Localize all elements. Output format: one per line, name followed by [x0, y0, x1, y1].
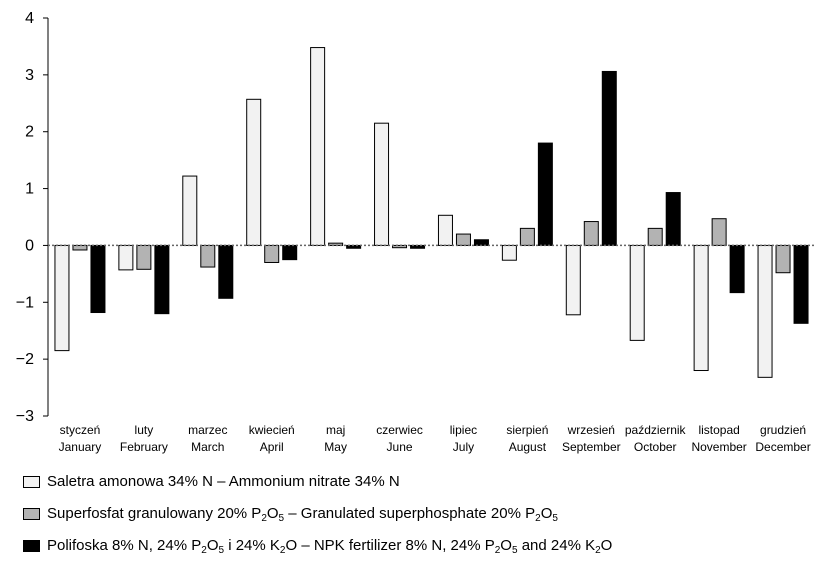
y-tick-label: 2	[25, 124, 34, 141]
y-tick-label: 4	[25, 10, 34, 27]
bar-npk-fertilizer	[729, 244, 745, 294]
x-label-pl: maj	[326, 423, 345, 437]
x-label-en: January	[59, 440, 102, 454]
bar-ammonium-nitrate	[693, 244, 709, 372]
x-label-en: July	[453, 440, 474, 454]
bar-superphosphate	[455, 233, 471, 246]
bar-superphosphate	[200, 244, 216, 268]
x-label-pl: luty	[135, 423, 154, 437]
bar-npk-fertilizer	[282, 244, 298, 261]
x-label-en: February	[120, 440, 168, 454]
bar-ammonium-nitrate	[757, 244, 773, 378]
legend-item: Polifoska 8% N, 24% P2O5 i 24% K2O – NPK…	[23, 537, 613, 556]
bar-chart: −3 −2 −1 0 1 2 3 4 styczeń January luty February mar…	[16, 10, 815, 454]
bar-ammonium-nitrate	[310, 47, 326, 246]
x-label-pl: czerwiec	[376, 423, 423, 437]
x-label-en: March	[191, 440, 224, 454]
bar-npk-fertilizer	[218, 244, 234, 299]
bar-ammonium-nitrate	[374, 122, 390, 246]
bar-npk-fertilizer	[601, 70, 617, 246]
bar-npk-fertilizer	[154, 244, 170, 315]
x-label-pl: styczeń	[60, 423, 101, 437]
legend-item: Saletra amonowa 34% N – Ammonium nitrate…	[23, 473, 400, 490]
legend-swatch	[23, 539, 40, 552]
x-label-pl: wrzesień	[567, 423, 615, 437]
bar-npk-fertilizer	[793, 244, 809, 324]
bar-superphosphate	[392, 244, 408, 249]
y-tick-label: −2	[16, 351, 34, 368]
x-label-pl: sierpień	[506, 423, 548, 437]
bar-ammonium-nitrate	[246, 98, 262, 246]
y-tick-label: 3	[25, 67, 34, 84]
y-tick-label: −3	[16, 408, 34, 425]
legend-swatch	[23, 475, 40, 488]
x-label-en: June	[387, 440, 413, 454]
bar-npk-fertilizer	[473, 239, 489, 246]
bar-superphosphate	[264, 244, 280, 263]
x-label-en: August	[509, 440, 547, 454]
bar-superphosphate	[711, 218, 727, 246]
bar-ammonium-nitrate	[182, 175, 198, 246]
legend-label: Saletra amonowa 34% N – Ammonium nitrate…	[47, 473, 400, 490]
bar-npk-fertilizer	[665, 192, 681, 246]
legend-label: Polifoska 8% N, 24% P2O5 i 24% K2O – NPK…	[47, 537, 613, 556]
bar-ammonium-nitrate	[54, 244, 70, 352]
x-label-en: October	[634, 440, 677, 454]
bar-superphosphate	[72, 244, 88, 251]
bar-npk-fertilizer	[90, 244, 106, 314]
x-label-en: December	[755, 440, 810, 454]
bar-superphosphate	[775, 244, 791, 274]
x-label-pl: lipiec	[450, 423, 477, 437]
x-label-en: April	[260, 440, 284, 454]
bar-ammonium-nitrate	[629, 244, 645, 341]
x-label-en: November	[691, 440, 746, 454]
bar-superphosphate	[647, 227, 663, 246]
bar-superphosphate	[136, 244, 152, 270]
legend-swatch	[23, 507, 40, 520]
bar-ammonium-nitrate	[501, 244, 517, 261]
x-label-pl: kwiecień	[249, 423, 295, 437]
y-tick-label: −1	[16, 294, 34, 311]
x-label-en: May	[324, 440, 347, 454]
bar-superphosphate	[519, 227, 535, 246]
y-tick-label: 1	[25, 181, 34, 198]
x-label-pl: listopad	[698, 423, 739, 437]
y-tick-label: 0	[25, 237, 34, 254]
bar-ammonium-nitrate	[437, 214, 453, 246]
bar-ammonium-nitrate	[565, 244, 581, 316]
x-label-pl: marzec	[188, 423, 227, 437]
legend-label: Superfosfat granulowany 20% P2O5 – Granu…	[47, 505, 558, 524]
bar-ammonium-nitrate	[118, 244, 134, 271]
bar-superphosphate	[583, 221, 599, 246]
x-label-pl: grudzień	[760, 423, 806, 437]
x-label-pl: październik	[625, 423, 687, 437]
legend-item: Superfosfat granulowany 20% P2O5 – Granu…	[23, 505, 558, 524]
bar-superphosphate	[328, 242, 344, 246]
x-label-en: September	[562, 440, 621, 454]
bar-npk-fertilizer	[537, 142, 553, 246]
